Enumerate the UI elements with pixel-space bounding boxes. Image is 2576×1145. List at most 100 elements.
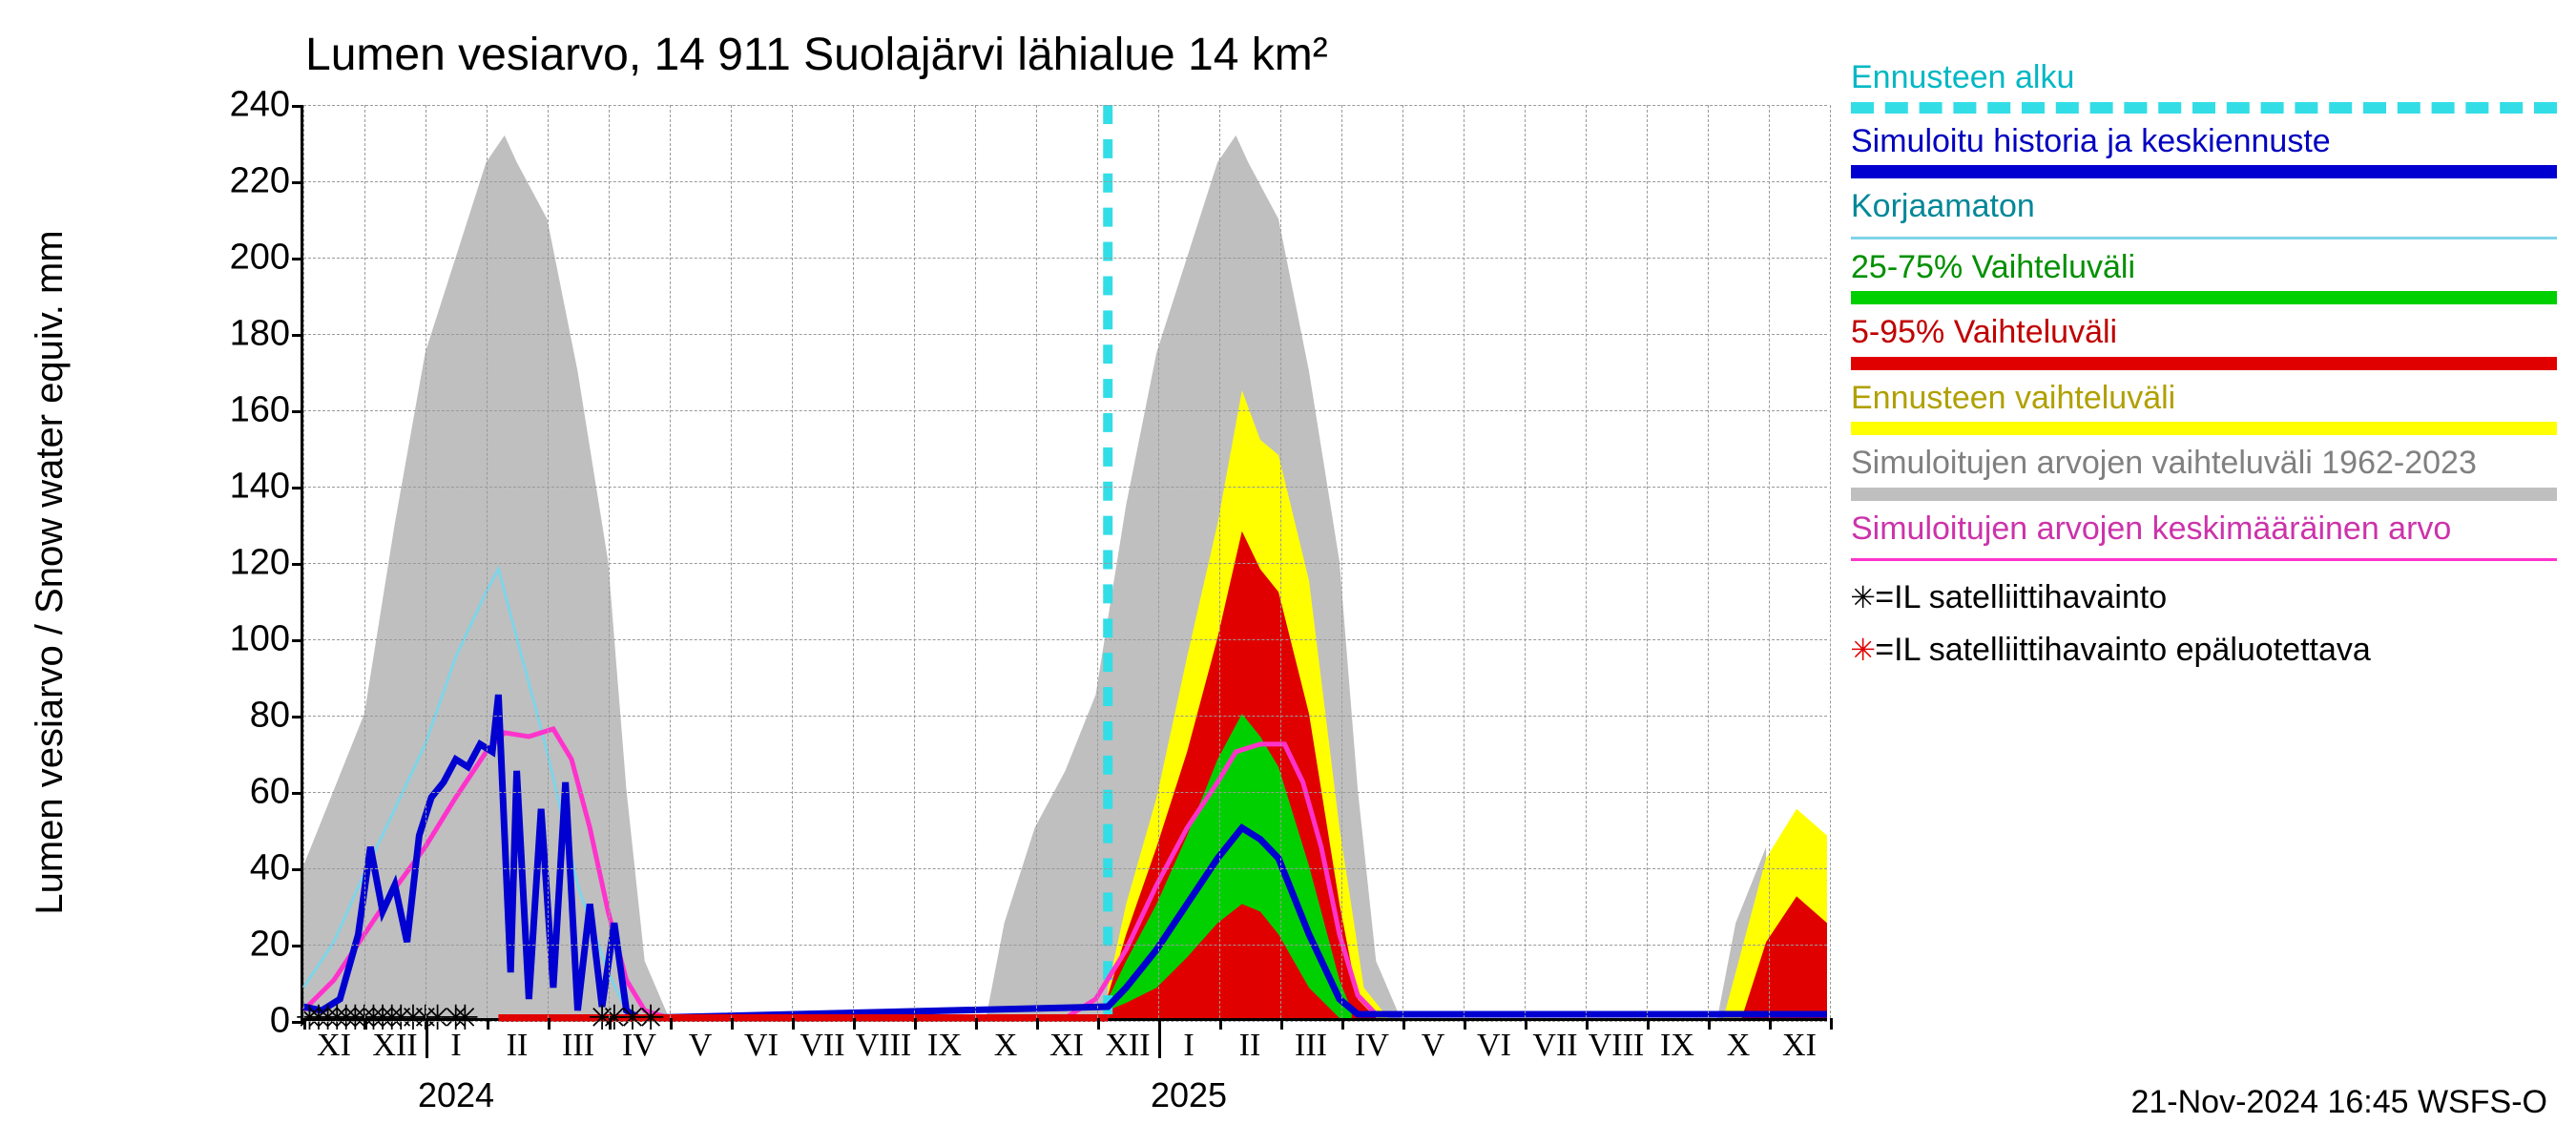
legend-item: 25-75% Vaihteluväli bbox=[1851, 247, 2557, 305]
legend-item: Simuloitujen arvojen vaihteluväli 1962-2… bbox=[1851, 443, 2557, 501]
tick-mark-x bbox=[1097, 1018, 1100, 1030]
legend-item: Korjaamaton bbox=[1851, 186, 2557, 239]
legend-label: Simuloitu historia ja keskiennuste bbox=[1851, 121, 2557, 162]
legend-label: 5-95% Vaihteluväli bbox=[1851, 312, 2557, 353]
grid-v bbox=[670, 105, 671, 1018]
legend-label: Korjaamaton bbox=[1851, 186, 2557, 227]
x-tick-label: III bbox=[562, 1018, 594, 1064]
legend-swatch bbox=[1851, 558, 2557, 561]
legend-label: 25-75% Vaihteluväli bbox=[1851, 247, 2557, 288]
year-label: 2025 bbox=[1151, 1075, 1227, 1115]
grid-h bbox=[303, 868, 1827, 869]
x-tick-label: XI bbox=[317, 1018, 351, 1064]
plot-svg: ✳✳✳✳✳✳✳✳✳✳✳✳✳✳✳✳✳✳✳✳ bbox=[303, 105, 1827, 1018]
tick-mark-x bbox=[1341, 1018, 1344, 1030]
y-tick-label: 80 bbox=[250, 696, 303, 737]
y-tick-label: 140 bbox=[230, 467, 303, 508]
y-tick-label: 40 bbox=[250, 848, 303, 889]
grid-v bbox=[1647, 105, 1648, 1018]
x-tick-label: VII bbox=[1532, 1018, 1577, 1064]
grid-h bbox=[303, 487, 1827, 488]
x-tick-label: VIII bbox=[1589, 1018, 1645, 1064]
grid-v bbox=[487, 105, 488, 1018]
tick-mark-x bbox=[1036, 1018, 1039, 1030]
year-label: 2024 bbox=[418, 1075, 494, 1115]
timestamp: 21-Nov-2024 16:45 WSFS-O bbox=[2130, 1084, 2547, 1121]
x-tick-label: VII bbox=[800, 1018, 844, 1064]
tick-mark-x bbox=[670, 1018, 673, 1030]
grid-v bbox=[609, 105, 610, 1018]
x-tick-label: VI bbox=[744, 1018, 779, 1064]
tick-mark-x bbox=[1647, 1018, 1650, 1030]
grid-v bbox=[975, 105, 976, 1018]
grid-h bbox=[303, 792, 1827, 793]
x-tick-label: X bbox=[1727, 1018, 1751, 1064]
x-tick-label: IX bbox=[1660, 1018, 1694, 1064]
y-tick-label: 200 bbox=[230, 238, 303, 279]
y-tick-label: 180 bbox=[230, 314, 303, 355]
legend-marker-label: =IL satelliittihavainto bbox=[1875, 579, 2167, 615]
legend-label: Simuloitujen arvojen vaihteluväli 1962-2… bbox=[1851, 443, 2557, 484]
legend-marker-symbol: ✳ bbox=[1851, 571, 1875, 617]
grid-v bbox=[1769, 105, 1770, 1018]
x-tick-label: V bbox=[1422, 1018, 1445, 1064]
legend-swatch bbox=[1851, 357, 2557, 370]
y-axis-label: Lumen vesiarvo / Snow water equiv. mm bbox=[29, 230, 72, 914]
tick-mark-x bbox=[975, 1018, 978, 1030]
legend-item: Ennusteen vaihteluväli bbox=[1851, 378, 2557, 436]
x-tick-label: XII bbox=[372, 1018, 417, 1064]
y-tick-label: 100 bbox=[230, 619, 303, 660]
chart-title: Lumen vesiarvo, 14 911 Suolajärvi lähial… bbox=[305, 29, 1328, 81]
grid-h bbox=[303, 563, 1827, 564]
tick-mark-x bbox=[487, 1018, 489, 1030]
tick-mark-x bbox=[1525, 1018, 1527, 1030]
grid-h bbox=[303, 410, 1827, 411]
plot-area: ✳✳✳✳✳✳✳✳✳✳✳✳✳✳✳✳✳✳✳✳ 0204060801001201401… bbox=[301, 105, 1827, 1021]
x-tick-label: XII bbox=[1105, 1018, 1150, 1064]
grid-v bbox=[731, 105, 732, 1018]
legend-swatch bbox=[1851, 291, 2557, 304]
grid-v bbox=[1464, 105, 1465, 1018]
x-tick-label: XI bbox=[1049, 1018, 1084, 1064]
grid-v bbox=[1586, 105, 1587, 1018]
tick-mark-x bbox=[1830, 1018, 1833, 1030]
tick-mark-x bbox=[609, 1018, 612, 1030]
grid-v bbox=[1402, 105, 1403, 1018]
grid-v bbox=[1097, 105, 1098, 1018]
legend-item: Simuloitujen arvojen keskimääräinen arvo bbox=[1851, 509, 2557, 562]
grid-v bbox=[303, 105, 304, 1018]
legend-swatch bbox=[1851, 165, 2557, 178]
tick-mark-x bbox=[1708, 1018, 1711, 1030]
grid-v bbox=[853, 105, 854, 1018]
legend-label: Simuloitujen arvojen keskimääräinen arvo bbox=[1851, 509, 2557, 550]
y-tick-label: 120 bbox=[230, 543, 303, 584]
x-tick-label: X bbox=[994, 1018, 1018, 1064]
grid-v bbox=[1219, 105, 1220, 1018]
legend-marker-symbol: ✳ bbox=[1851, 623, 1875, 670]
y-tick-label: 20 bbox=[250, 925, 303, 966]
tick-mark-x bbox=[548, 1018, 551, 1030]
grid-v bbox=[1158, 105, 1159, 1018]
grid-h bbox=[303, 716, 1827, 717]
x-tick-label: IV bbox=[622, 1018, 656, 1064]
legend-item: 5-95% Vaihteluväli bbox=[1851, 312, 2557, 370]
y-tick-label: 240 bbox=[230, 85, 303, 126]
legend-marker-label: =IL satelliittihavainto epäluotettava bbox=[1875, 632, 2370, 668]
legend-item: Ennusteen alku bbox=[1851, 57, 2557, 114]
grid-v bbox=[1708, 105, 1709, 1018]
grid-v bbox=[1525, 105, 1526, 1018]
grid-h bbox=[303, 639, 1827, 640]
legend: Ennusteen alku Simuloitu historia ja kesk… bbox=[1851, 57, 2557, 673]
tick-mark-x bbox=[1219, 1018, 1222, 1030]
tick-mark-x bbox=[364, 1018, 367, 1030]
tick-mark-x bbox=[303, 1018, 306, 1030]
x-tick-label: IV bbox=[1355, 1018, 1389, 1064]
y-tick-label: 60 bbox=[250, 772, 303, 813]
chart-container: Lumen vesiarvo, 14 911 Suolajärvi lähial… bbox=[0, 0, 2576, 1145]
grid-h bbox=[303, 258, 1827, 259]
x-tick-label: II bbox=[1239, 1018, 1261, 1064]
grid-v bbox=[1830, 105, 1831, 1018]
tick-mark-x bbox=[1280, 1018, 1283, 1030]
legend-swatch bbox=[1851, 422, 2557, 435]
tick-mark-x bbox=[792, 1018, 795, 1030]
